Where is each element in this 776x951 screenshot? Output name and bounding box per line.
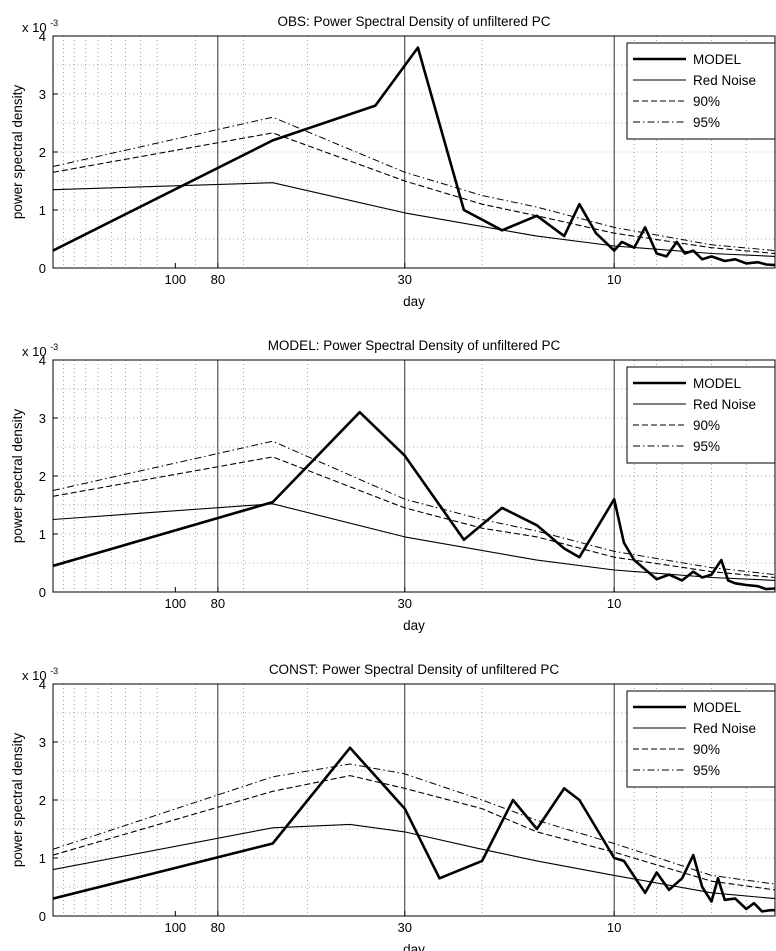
legend-label: Red Noise <box>693 397 756 412</box>
series-line-model <box>53 46 775 267</box>
legend-label: Red Noise <box>693 73 756 88</box>
x-tick-label: 80 <box>211 272 225 287</box>
series-line-90 <box>53 775 775 891</box>
y-tick-label: 3 <box>39 87 46 102</box>
legend-label: 95% <box>693 439 720 454</box>
y-axis-label: power spectral density <box>10 85 25 220</box>
series-line-95 <box>53 763 775 885</box>
y-tick-label: 3 <box>39 411 46 426</box>
y-axis-label: power spectral density <box>10 733 25 868</box>
legend-label: Red Noise <box>693 721 756 736</box>
x-tick-label: 30 <box>398 272 412 287</box>
x-tick-label: 100 <box>164 596 186 611</box>
psd-panel-1: 0 1 2 3 4 100 80 30 10 x 10 -3 OBS: Power Spectral… <box>10 14 776 309</box>
legend-label: 90% <box>693 742 720 757</box>
y-tick-label: 1 <box>39 203 46 218</box>
y-tick-label: 2 <box>39 469 46 484</box>
x-tick-label: 30 <box>398 596 412 611</box>
series-line-red-noise <box>53 182 775 257</box>
legend-label: MODEL <box>693 376 742 391</box>
y-tick-label: 4 <box>39 29 46 44</box>
y-axis-label: power spectral density <box>10 409 25 544</box>
legend-label: 90% <box>693 418 720 433</box>
y-multiplier-label: x 10 -3 <box>22 666 58 683</box>
x-tick-label: 80 <box>211 596 225 611</box>
x-tick-label: 100 <box>164 920 186 935</box>
x-axis-label: day <box>403 294 425 309</box>
legend: MODEL Red Noise 90% 95% <box>626 366 776 464</box>
x-tick-label: 10 <box>607 272 621 287</box>
psd-panel-3: 0 1 2 3 4 100 80 30 10 x 10 -3 CONST: Power Spectr… <box>10 662 776 951</box>
psd-panel-2: 0 1 2 3 4 100 80 30 10 x 10 -3 MODEL: Power Spectr… <box>10 338 776 633</box>
y-multiplier-exponent: -3 <box>50 342 58 352</box>
y-tick-label: 4 <box>39 353 46 368</box>
x-axis-label: day <box>403 942 425 951</box>
legend-label: MODEL <box>693 700 742 715</box>
series-line-95 <box>53 440 775 576</box>
series-line-red-noise <box>53 503 775 581</box>
series-line-red-noise <box>53 823 775 900</box>
legend: MODEL Red Noise 90% 95% <box>626 42 776 140</box>
x-axis-label: day <box>403 618 425 633</box>
y-multiplier-exponent: -3 <box>50 666 58 676</box>
legend-label: 90% <box>693 94 720 109</box>
y-tick-label: 3 <box>39 735 46 750</box>
chart-title: CONST: Power Spectral Density of unfilte… <box>269 662 560 677</box>
y-tick-label: 0 <box>39 261 46 276</box>
legend: MODEL Red Noise 90% 95% <box>626 690 776 788</box>
y-tick-label: 2 <box>39 793 46 808</box>
y-tick-label: 0 <box>39 585 46 600</box>
series-line-model <box>53 410 775 591</box>
chart-title: MODEL: Power Spectral Density of unfilte… <box>268 338 561 353</box>
legend-label: MODEL <box>693 52 742 67</box>
y-multiplier-label: x 10 -3 <box>22 18 58 35</box>
legend-label: 95% <box>693 763 720 778</box>
x-tick-label: 10 <box>607 596 621 611</box>
y-tick-label: 1 <box>39 851 46 866</box>
legend-label: 95% <box>693 115 720 130</box>
series-line-model <box>53 746 775 913</box>
y-multiplier-label: x 10 -3 <box>22 342 58 359</box>
y-tick-label: 2 <box>39 145 46 160</box>
y-tick-label: 4 <box>39 677 46 692</box>
y-tick-label: 1 <box>39 527 46 542</box>
series-line-90 <box>53 132 775 255</box>
series-line-95 <box>53 116 775 252</box>
x-tick-label: 100 <box>164 272 186 287</box>
x-tick-label: 10 <box>607 920 621 935</box>
series-line-90 <box>53 456 775 579</box>
x-tick-label: 30 <box>398 920 412 935</box>
x-tick-label: 80 <box>211 920 225 935</box>
y-tick-label: 0 <box>39 909 46 924</box>
chart-title: OBS: Power Spectral Density of unfiltere… <box>277 14 550 29</box>
y-multiplier-exponent: -3 <box>50 18 58 28</box>
